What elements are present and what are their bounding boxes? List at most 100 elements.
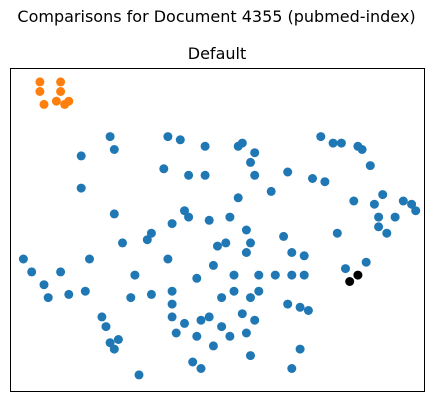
scatter-point-series-1-3 <box>39 280 49 290</box>
scatter-point-series-1-27 <box>159 164 169 174</box>
scatter-point-series-1-36 <box>180 318 189 328</box>
scatter-point-series-1-106 <box>407 199 417 209</box>
scatter-point-series-1-17 <box>109 145 119 154</box>
scatter-point-series-1-84 <box>299 251 309 261</box>
scatter-point-series-1-5 <box>56 267 66 277</box>
scatter-point-series-1-37 <box>184 212 194 222</box>
scatter-point-series-1-4 <box>43 293 53 303</box>
scatter-point-series-1-51 <box>217 322 227 332</box>
scatter-point-series-1-72 <box>254 286 264 296</box>
scatter-point-series-1-76 <box>279 231 289 241</box>
scatter-point-series-1-103 <box>382 228 392 238</box>
scatter-point-series-1-30 <box>167 219 177 229</box>
scatter-point-series-3-1 <box>345 277 355 286</box>
scatter-point-series-1-66 <box>246 351 255 361</box>
scatter-point-series-1-31 <box>167 299 177 309</box>
scatter-point-series-1-80 <box>287 248 297 257</box>
scatter-point-series-1-20 <box>126 293 136 303</box>
scatter-point-series-1-26 <box>163 132 173 142</box>
scatter-point-series-1-56 <box>229 270 239 280</box>
scatter-point-series-1-39 <box>188 357 198 367</box>
scatter-point-series-1-93 <box>341 264 350 274</box>
scatter-point-series-1-6 <box>64 289 74 299</box>
scatter-point-series-2-2 <box>35 87 45 96</box>
scatter-point-series-1-38 <box>184 170 194 180</box>
scatter-point-series-1-94 <box>349 196 359 206</box>
scatter-point-series-1-71 <box>250 315 260 325</box>
scatter-point-series-1-81 <box>287 364 297 373</box>
scatter-point-series-1-88 <box>316 132 326 142</box>
scatter-point-series-1-10 <box>101 322 111 332</box>
scatter-point-series-1-61 <box>237 309 247 319</box>
scatter-point-series-1-104 <box>390 212 400 222</box>
scatter-point-series-1-99 <box>369 199 379 209</box>
scatter-point-series-1-34 <box>175 135 185 145</box>
scatter-point-series-1-43 <box>196 315 206 325</box>
scatter-point-series-1-11 <box>105 338 115 348</box>
scatter-point-series-1-16 <box>105 132 115 142</box>
scatter-point-series-1-42 <box>196 364 206 373</box>
scatter-point-series-1-62 <box>241 248 251 257</box>
scatter-point-series-1-58 <box>233 193 243 203</box>
scatter-point-series-1-78 <box>283 299 293 309</box>
scatter-point-series-2-6 <box>56 87 66 96</box>
scatter-point-series-1-33 <box>171 328 181 338</box>
scatter-point-series-1-52 <box>217 293 227 303</box>
scatter-point-series-1-14 <box>76 151 86 161</box>
scatter-point-series-1-85 <box>299 270 309 280</box>
scatter-point-series-1-13 <box>113 335 123 344</box>
scatter-point-series-1-83 <box>295 302 305 312</box>
scatter-point-series-1-49 <box>208 341 218 351</box>
scatter-point-series-1-48 <box>208 260 218 270</box>
scatter-point-series-1-77 <box>283 167 293 177</box>
scatter-point-series-2-8 <box>64 96 74 106</box>
figure-suptitle: Comparisons for Document 4355 (pubmed-in… <box>17 7 415 26</box>
scatter-point-series-1-23 <box>142 235 152 245</box>
scatter-point-series-1-2 <box>27 267 37 277</box>
scatter-point-series-1-60 <box>237 138 247 148</box>
scatter-point-series-1-45 <box>200 170 210 180</box>
scatter-point-series-1-69 <box>250 148 260 158</box>
scatter-point-series-1-97 <box>361 257 371 267</box>
scatter-point-series-1-90 <box>328 138 338 148</box>
scatter-point-series-1-65 <box>246 293 255 303</box>
scatter-point-series-1-21 <box>130 270 140 280</box>
scatter-point-series-1-12 <box>109 344 119 354</box>
scatter-point-series-1-67 <box>246 157 255 167</box>
scatter-point-series-1-25 <box>146 289 156 299</box>
scatter-point-series-1-75 <box>270 270 280 280</box>
scatter-point-series-2-3 <box>39 99 49 109</box>
scatter-point-series-1-96 <box>357 145 367 154</box>
scatter-point-series-1-100 <box>374 212 384 222</box>
scatter-point-series-1-79 <box>287 270 297 280</box>
scatter-point-series-2-5 <box>56 77 66 87</box>
scatter-point-series-3-2 <box>353 270 363 280</box>
scatter-point-series-1-86 <box>303 306 313 315</box>
scatter-point-series-1-41 <box>192 273 202 283</box>
scatter-point-series-1-64 <box>241 328 251 338</box>
scatter-point-series-1-105 <box>398 196 408 206</box>
scatter-point-series-1-70 <box>250 170 260 180</box>
scatter-point-series-1-15 <box>76 183 86 193</box>
scatter-point-series-1-55 <box>225 331 235 341</box>
scatter-point-series-1-32 <box>167 312 177 322</box>
scatter-points-layer <box>18 77 421 380</box>
scatter-point-series-1-63 <box>241 225 251 235</box>
scatter-point-series-1-107 <box>411 206 421 216</box>
scatter-point-series-1-87 <box>308 174 317 183</box>
scatter-point-series-1-19 <box>118 238 127 248</box>
scatter-point-series-1-68 <box>246 238 255 248</box>
scatter-point-series-1-98 <box>365 161 375 171</box>
scatter-point-series-1-46 <box>204 215 214 225</box>
scatter-point-series-1-18 <box>109 209 119 219</box>
scatter-point-series-1-54 <box>225 212 235 222</box>
scatter-point-series-1-44 <box>200 141 210 151</box>
scatter-point-series-1-8 <box>85 254 94 264</box>
scatter-point-series-1-40 <box>192 331 202 341</box>
scatter-point-series-1-22 <box>134 370 144 380</box>
scatter-point-series-1-82 <box>295 344 305 354</box>
scatter-point-series-1-50 <box>213 241 222 251</box>
scatter-point-series-1-9 <box>97 312 107 322</box>
scatter-point-series-1-73 <box>254 270 264 280</box>
